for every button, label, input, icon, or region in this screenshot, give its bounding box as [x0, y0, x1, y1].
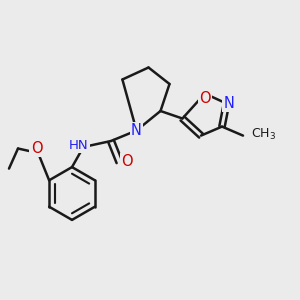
- Text: N: N: [131, 123, 142, 138]
- Text: HN: HN: [69, 139, 89, 152]
- Text: CH$_3$: CH$_3$: [250, 127, 276, 142]
- Text: O: O: [31, 141, 42, 156]
- Text: O: O: [199, 91, 211, 106]
- Text: O: O: [121, 154, 133, 169]
- Text: N: N: [224, 96, 234, 111]
